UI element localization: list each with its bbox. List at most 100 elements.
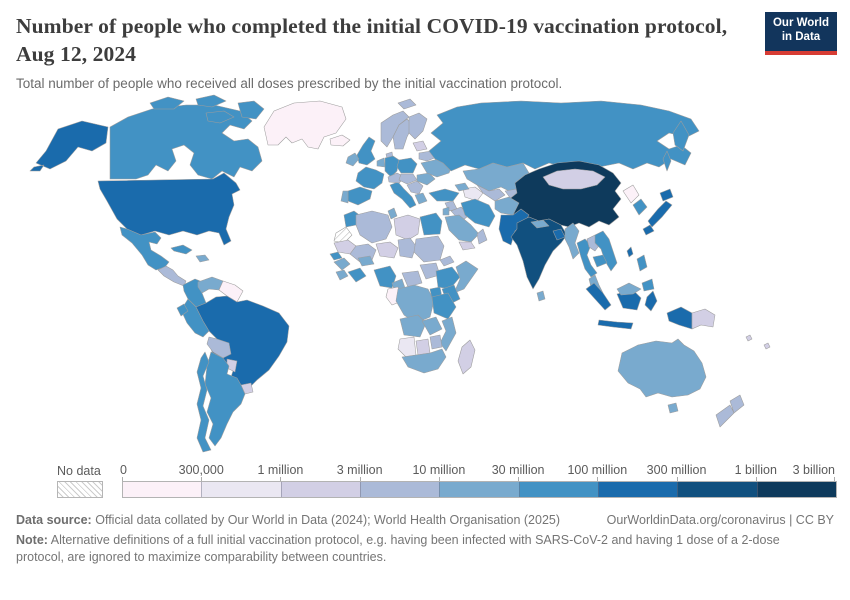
country-spain[interactable] (347, 186, 373, 206)
country-guinea[interactable] (333, 257, 351, 271)
country-germany[interactable] (384, 155, 400, 178)
country-iran[interactable] (460, 198, 496, 228)
country-philippines[interactable] (636, 254, 655, 292)
legend-bin[interactable] (359, 481, 440, 497)
country-canada-arctic-islands[interactable] (149, 94, 265, 124)
region-tasmania[interactable] (667, 402, 679, 414)
country-algeria[interactable] (355, 210, 393, 244)
country-italy[interactable] (389, 181, 417, 209)
country-oman[interactable] (476, 228, 488, 245)
country-north-korea[interactable] (622, 184, 640, 204)
country-mongolia[interactable] (542, 168, 606, 190)
country-tunisia[interactable] (387, 207, 398, 220)
country-chad[interactable] (397, 237, 417, 259)
region-east-malaysia[interactable] (616, 282, 642, 296)
country-vietnam[interactable] (594, 230, 618, 272)
country-namibia[interactable] (397, 336, 417, 358)
country-argentina[interactable] (204, 351, 246, 447)
country-hispaniola[interactable] (195, 254, 210, 263)
legend-bin[interactable] (123, 481, 202, 497)
country-greenland[interactable] (263, 100, 347, 150)
country-chile[interactable] (196, 351, 212, 453)
country-japan[interactable] (642, 188, 674, 236)
country-mexico[interactable] (119, 226, 170, 271)
legend-bin[interactable] (280, 481, 360, 497)
country-australia[interactable] (617, 338, 707, 398)
country-portugal[interactable] (340, 190, 349, 204)
region-balkans[interactable] (406, 180, 424, 195)
country-cuba[interactable] (170, 244, 193, 255)
country-venezuela[interactable] (197, 276, 224, 294)
region-caucasus[interactable] (454, 182, 470, 192)
country-tanzania[interactable] (431, 292, 457, 320)
country-poland[interactable] (396, 157, 418, 174)
country-niger[interactable] (375, 241, 399, 259)
country-mozambique[interactable] (439, 316, 457, 352)
country-canada[interactable] (109, 104, 263, 180)
country-botswana[interactable] (415, 338, 431, 356)
country-sri-lanka[interactable] (536, 290, 546, 302)
country-turkey[interactable] (428, 188, 460, 202)
country-yemen[interactable] (458, 241, 476, 251)
region-sakhalin[interactable] (662, 150, 672, 172)
country-taiwan[interactable] (626, 246, 634, 258)
legend-no-data-swatch[interactable] (57, 480, 103, 498)
country-cambodia[interactable] (592, 254, 608, 268)
country-iceland[interactable] (329, 134, 351, 147)
license-link[interactable]: OurWorldinData.org/coronavirus | CC BY (606, 512, 834, 527)
region-svalbard[interactable] (397, 98, 417, 110)
legend-bar[interactable] (122, 480, 837, 498)
country-ireland[interactable] (345, 152, 360, 167)
country-zimbabwe[interactable] (429, 334, 443, 350)
region-central-america[interactable] (157, 265, 187, 287)
country-turkmenistan[interactable] (462, 186, 484, 202)
region-pacific-islands[interactable] (745, 334, 771, 350)
country-finland[interactable] (408, 112, 428, 140)
legend-bin[interactable] (439, 481, 519, 497)
country-south-korea[interactable] (632, 198, 648, 216)
country-nepal[interactable] (530, 219, 550, 229)
country-indonesia[interactable] (585, 282, 693, 330)
country-ethiopia[interactable] (435, 266, 461, 290)
region-ivory-coast-ghana[interactable] (347, 267, 367, 283)
country-dr-congo[interactable] (395, 284, 435, 324)
country-ecuador[interactable] (176, 303, 189, 317)
region-baltics[interactable] (412, 140, 428, 152)
country-egypt[interactable] (419, 212, 443, 236)
country-western-sahara[interactable] (333, 226, 353, 244)
country-greece[interactable] (414, 192, 428, 205)
legend-bin[interactable] (677, 481, 757, 497)
country-usa[interactable] (97, 172, 241, 246)
region-sierra-liberia[interactable] (335, 269, 349, 281)
country-angola[interactable] (399, 314, 427, 338)
country-romania[interactable] (416, 172, 436, 186)
country-saudi-arabia[interactable] (444, 214, 480, 243)
country-libya[interactable] (393, 214, 421, 241)
country-india[interactable] (510, 216, 568, 290)
country-eritrea[interactable] (439, 255, 455, 267)
country-sudan[interactable] (413, 235, 445, 263)
region-kamchatka[interactable] (672, 120, 690, 152)
country-central-african-republic[interactable] (401, 270, 423, 288)
region-levant[interactable] (442, 206, 450, 216)
country-russia[interactable] (428, 100, 700, 172)
country-zambia[interactable] (421, 316, 443, 336)
country-senegal[interactable] (329, 251, 343, 261)
country-alaska-usa[interactable] (29, 120, 109, 172)
region-benelux[interactable] (376, 157, 386, 168)
region-central-europe[interactable] (398, 173, 418, 185)
legend-bin[interactable] (201, 481, 281, 497)
country-papua-new-guinea[interactable] (691, 308, 716, 330)
country-somalia[interactable] (453, 260, 479, 294)
country-madagascar[interactable] (457, 339, 476, 375)
country-new-zealand[interactable] (715, 394, 745, 428)
country-france[interactable] (355, 166, 385, 190)
country-bolivia[interactable] (206, 336, 232, 359)
country-peru[interactable] (180, 298, 210, 338)
legend-bin[interactable] (756, 481, 836, 497)
country-uzbekistan[interactable] (476, 184, 506, 202)
country-myanmar[interactable] (564, 222, 580, 260)
legend-bin[interactable] (597, 481, 678, 497)
country-south-africa[interactable] (401, 348, 447, 374)
country-burkina-faso[interactable] (357, 255, 375, 267)
